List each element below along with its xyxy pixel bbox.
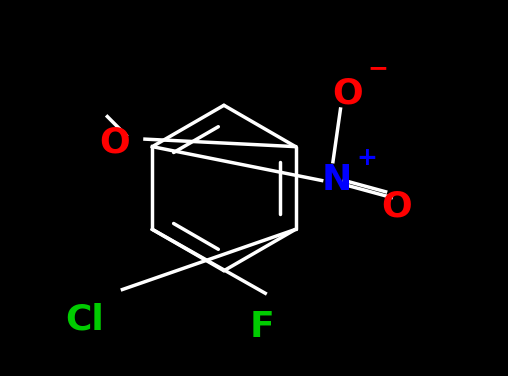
Text: O: O <box>333 77 363 111</box>
Text: Cl: Cl <box>66 303 104 337</box>
Text: O: O <box>100 126 130 160</box>
Text: O: O <box>382 190 412 224</box>
Text: F: F <box>249 310 274 344</box>
Text: −: − <box>368 56 389 80</box>
Text: +: + <box>357 146 377 170</box>
Text: N: N <box>322 164 352 197</box>
